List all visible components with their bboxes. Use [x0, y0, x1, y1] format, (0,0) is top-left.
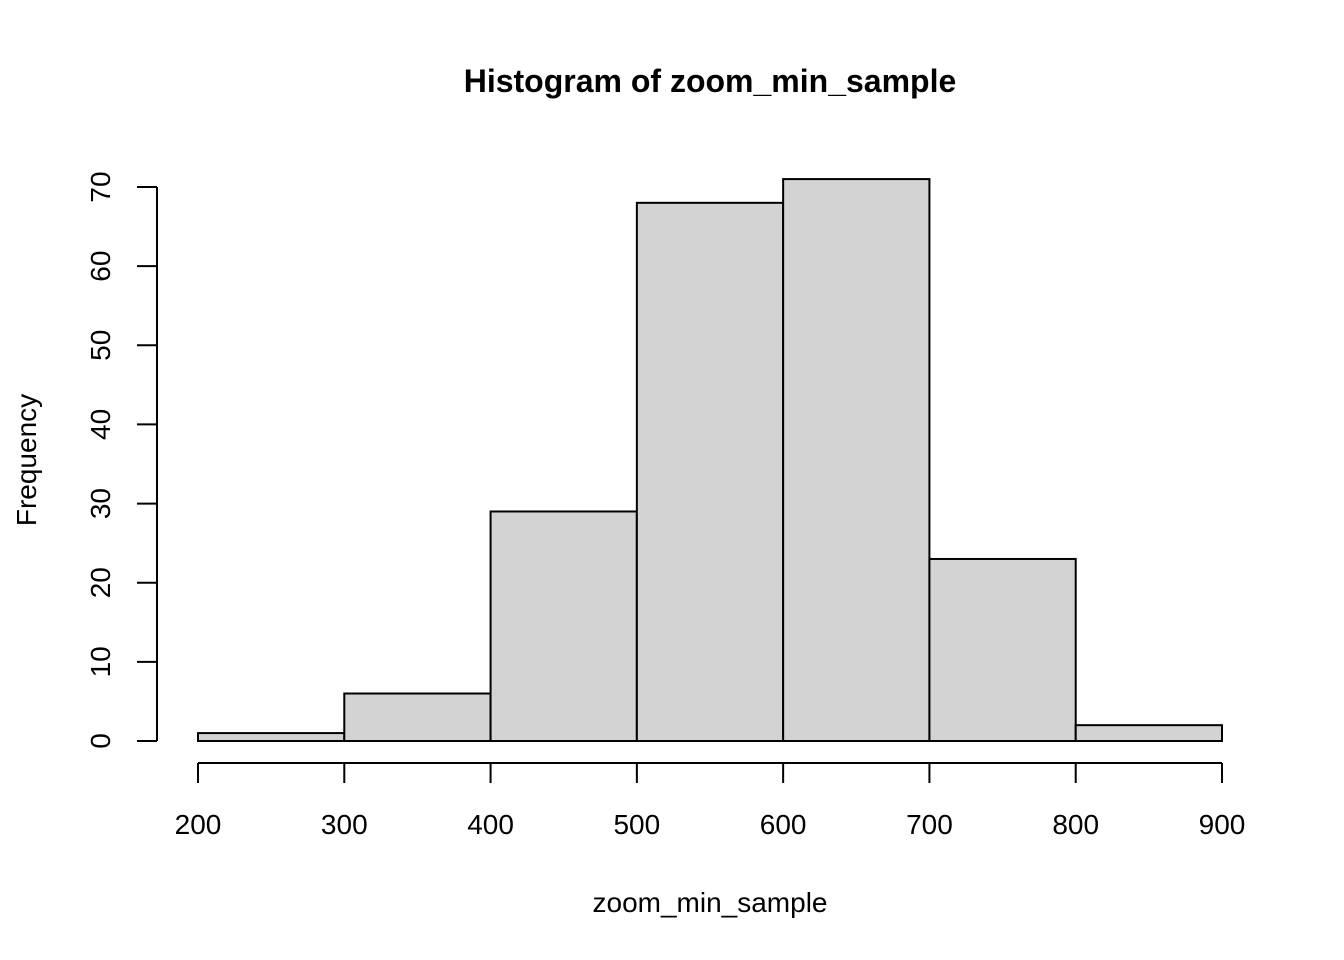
y-tick-label: 40 [85, 409, 116, 440]
y-axis-label: Frequency [11, 394, 42, 526]
x-tick-label: 400 [467, 809, 514, 840]
histogram-bar [197, 732, 346, 742]
chart-title: Histogram of zoom_min_sample [464, 63, 957, 99]
y-axis: 0 10 20 30 40 50 60 70 [85, 171, 158, 749]
histogram-bar [1074, 724, 1223, 743]
histogram-bar [928, 557, 1077, 742]
x-axis-label: zoom_min_sample [593, 887, 828, 918]
bars-group [197, 178, 1223, 743]
y-tick-label: 20 [85, 567, 116, 598]
y-tick-label: 10 [85, 646, 116, 677]
x-tick-label: 200 [175, 809, 222, 840]
x-tick-label: 800 [1052, 809, 1099, 840]
y-tick-label: 70 [85, 171, 116, 202]
x-tick-label: 700 [906, 809, 953, 840]
histogram-bar [489, 510, 638, 742]
y-tick-label: 0 [85, 733, 116, 749]
x-tick-label: 500 [613, 809, 660, 840]
x-tick-label: 600 [760, 809, 807, 840]
histogram-bar [782, 178, 931, 743]
x-axis: 200 300 400 500 600 700 800 900 [175, 762, 1246, 840]
y-tick-label: 30 [85, 488, 116, 519]
histogram-bar [343, 692, 492, 742]
x-tick-label: 300 [321, 809, 368, 840]
histogram-bar [635, 201, 785, 743]
y-tick-label: 60 [85, 251, 116, 282]
x-tick-label: 900 [1199, 809, 1246, 840]
y-tick-label: 50 [85, 330, 116, 361]
